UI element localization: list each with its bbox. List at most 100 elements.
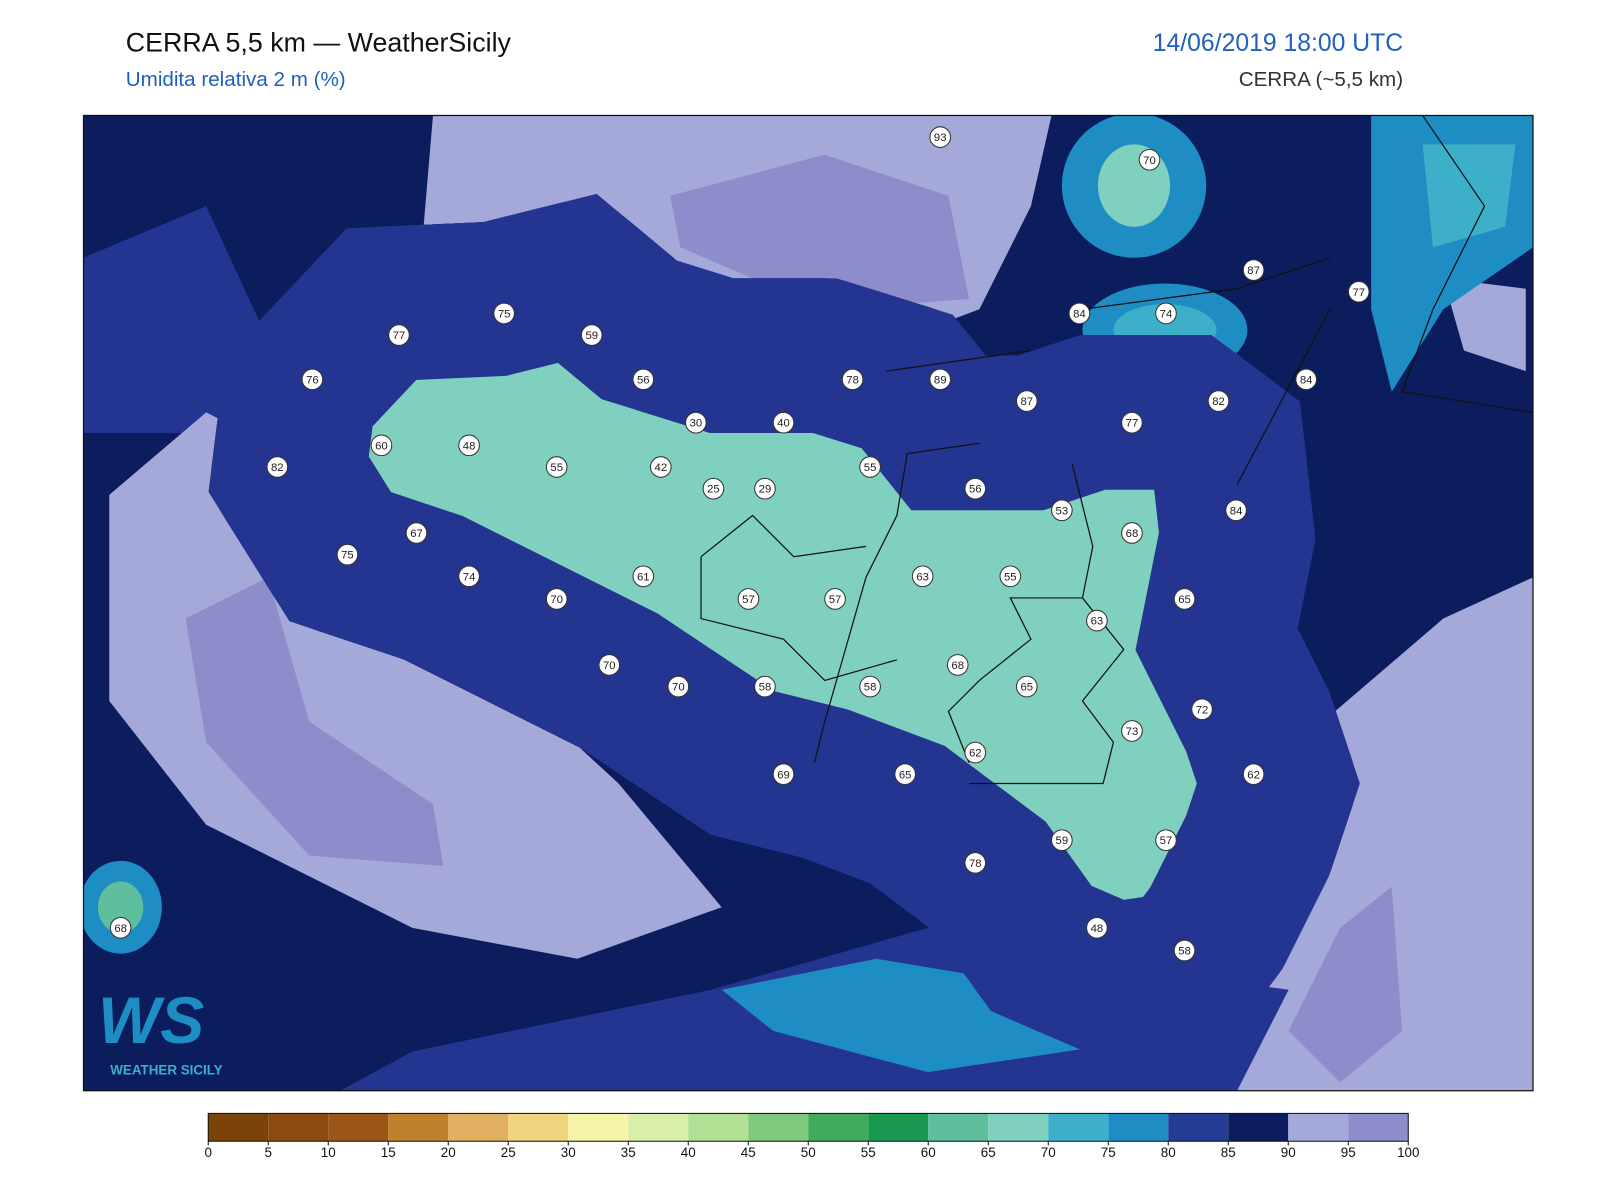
- station-value: 75: [498, 308, 511, 320]
- colorbar-tick-label: 45: [741, 1145, 756, 1160]
- colorbar-tick-label: 20: [441, 1145, 456, 1160]
- station-marker: [301, 368, 324, 391]
- station-value: 84: [1300, 374, 1313, 386]
- station-marker: [859, 456, 881, 478]
- station-marker: [685, 411, 707, 434]
- date: 14/06/2019 18:00 UTC: [1153, 30, 1403, 57]
- station-marker: [632, 565, 655, 588]
- station-value: 68: [951, 660, 964, 672]
- station-marker: [545, 456, 568, 478]
- station-marker: [405, 522, 428, 544]
- colorbar-tick-label: 0: [205, 1145, 212, 1160]
- station-value: 29: [759, 484, 772, 496]
- station-value: 56: [637, 374, 650, 386]
- colorbar-segment: [1048, 1113, 1109, 1142]
- colorbar-segment: [868, 1113, 929, 1142]
- station-value: 84: [1230, 505, 1243, 517]
- station-value: 93: [934, 132, 947, 144]
- station-value: 87: [1247, 265, 1260, 277]
- station-value: 72: [1196, 704, 1209, 716]
- station-marker: [370, 434, 393, 457]
- station-value: 68: [1126, 528, 1139, 540]
- station-marker: [911, 565, 934, 588]
- station-marker: [1173, 939, 1196, 962]
- station-value: 67: [410, 528, 423, 540]
- station-value: 58: [1178, 946, 1191, 958]
- colorbar-segment: [688, 1113, 749, 1142]
- colorbar-segment: [328, 1113, 389, 1142]
- station-value: 74: [463, 571, 476, 583]
- station-value: 42: [655, 462, 668, 474]
- station-marker: [772, 411, 795, 434]
- station-value: 59: [1056, 835, 1069, 847]
- station-marker: [1015, 390, 1038, 412]
- colorbar-tick-label: 85: [1221, 1145, 1236, 1160]
- station-marker: [1242, 763, 1265, 786]
- station-marker: [1068, 302, 1091, 325]
- station-marker: [1173, 588, 1196, 610]
- station-marker: [929, 126, 952, 148]
- station-marker: [824, 588, 846, 610]
- station-value: 87: [1020, 396, 1033, 408]
- station-value: 77: [1126, 418, 1139, 430]
- subtitle: Umidita relativa 2 m (%): [126, 68, 346, 91]
- station-marker: [754, 477, 776, 500]
- logo-text: WEATHER SICILY: [110, 1063, 222, 1078]
- station-value: 53: [1056, 505, 1069, 517]
- station-value: 70: [603, 660, 616, 672]
- station-marker: [649, 456, 672, 478]
- station-value: 58: [759, 682, 772, 694]
- title: CERRA 5,5 km — WeatherSicily: [126, 27, 512, 57]
- station-value: 65: [899, 769, 912, 781]
- station-marker: [964, 852, 987, 874]
- station-value: 74: [1160, 308, 1173, 320]
- colorbar-tick-label: 60: [921, 1145, 936, 1160]
- station-value: 78: [969, 858, 982, 870]
- colorbar-tick-label: 25: [501, 1145, 516, 1160]
- station-marker: [493, 302, 515, 325]
- colorbar-segment: [1108, 1113, 1169, 1142]
- colorbar-tick-label: 90: [1281, 1145, 1296, 1160]
- station-value: 40: [777, 418, 790, 430]
- station-marker: [1138, 148, 1161, 171]
- station-marker: [632, 368, 655, 391]
- colorbar-segment: [628, 1113, 689, 1142]
- station-marker: [946, 654, 969, 676]
- station-marker: [545, 588, 568, 610]
- station-marker: [1121, 522, 1143, 544]
- station-value: 25: [707, 484, 720, 496]
- station-marker: [754, 675, 776, 698]
- map: [82, 114, 1534, 1092]
- station-marker: [388, 324, 410, 346]
- station-value: 59: [585, 330, 598, 342]
- station-value: 63: [1091, 616, 1104, 628]
- colorbar-segment: [928, 1113, 989, 1142]
- station-value: 69: [777, 769, 790, 781]
- station-marker: [1155, 302, 1177, 325]
- colorbar-tick-label: 10: [321, 1145, 336, 1160]
- station-marker: [667, 675, 690, 698]
- colorbar-tick-label: 80: [1161, 1145, 1176, 1160]
- station-value: 89: [934, 374, 947, 386]
- station-value: 75: [341, 550, 354, 562]
- station-value: 62: [969, 748, 982, 760]
- colorbar-tick-label: 35: [621, 1145, 636, 1160]
- station-value: 70: [672, 682, 685, 694]
- colorbar-tick-label: 5: [265, 1145, 272, 1160]
- station-marker: [266, 456, 289, 478]
- station-value: 70: [1143, 155, 1156, 167]
- station-value: 84: [1073, 308, 1086, 320]
- stations: 93 70 87 77 75 59 77 84 74 76 56 78 89 87 82 84 30 40 77 60…: [109, 126, 1370, 962]
- station-marker: [894, 763, 916, 786]
- colorbar-segment: [268, 1113, 329, 1142]
- colorbar-segment: [208, 1113, 269, 1142]
- station-value: 76: [306, 374, 319, 386]
- colorbar: 0 5 10 15 20 25 30 35 40 45 50 55 60 65 70 75 80 85 90 95 10…: [205, 1112, 1419, 1160]
- station-marker: [1086, 917, 1108, 939]
- station-marker: [1347, 280, 1370, 303]
- colorbar-segment: [448, 1113, 509, 1142]
- station-value: 56: [969, 484, 982, 496]
- station-marker: [1242, 259, 1265, 281]
- colorbar-tick-label: 55: [861, 1145, 876, 1160]
- station-marker: [1051, 829, 1073, 852]
